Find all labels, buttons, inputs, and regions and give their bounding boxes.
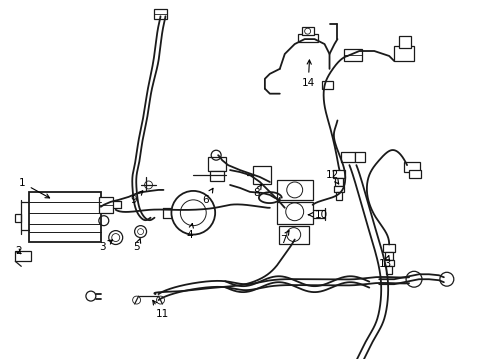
Bar (29, 192, 101, 242)
Bar (384, 260, 393, 266)
Text: 4: 4 (186, 224, 193, 239)
Bar (321, 81, 333, 89)
Bar (383, 244, 394, 252)
Bar (355, 152, 365, 162)
Text: 5: 5 (133, 239, 141, 252)
Bar (335, 178, 343, 186)
Bar (398, 36, 410, 48)
Text: 12: 12 (325, 170, 338, 184)
Text: 14: 14 (301, 60, 314, 88)
Text: 6: 6 (202, 188, 213, 205)
Bar (99, 197, 113, 213)
Text: 7: 7 (279, 231, 288, 244)
Bar (301, 27, 313, 35)
Bar (344, 49, 362, 61)
Bar (210, 171, 224, 181)
Bar (297, 34, 317, 42)
Bar (386, 266, 391, 274)
Text: 3: 3 (99, 240, 112, 252)
Bar (408, 170, 420, 178)
Text: 13: 13 (379, 256, 392, 269)
Bar (15, 214, 21, 222)
Bar (276, 202, 312, 224)
Text: 11: 11 (153, 300, 168, 319)
Bar (15, 251, 31, 261)
Bar (393, 46, 413, 61)
Bar (278, 226, 308, 243)
Bar (403, 162, 419, 172)
Text: 10: 10 (308, 210, 327, 220)
Bar (385, 252, 392, 260)
Text: 1: 1 (19, 178, 49, 198)
Bar (336, 192, 342, 200)
Bar (341, 152, 355, 162)
Text: 2: 2 (15, 247, 22, 256)
Bar (276, 180, 312, 200)
Bar (153, 9, 167, 19)
Text: 9: 9 (130, 191, 142, 205)
Text: 8: 8 (252, 185, 261, 198)
Bar (208, 157, 225, 171)
Bar (334, 186, 344, 192)
Bar (252, 166, 270, 184)
Bar (333, 170, 345, 178)
